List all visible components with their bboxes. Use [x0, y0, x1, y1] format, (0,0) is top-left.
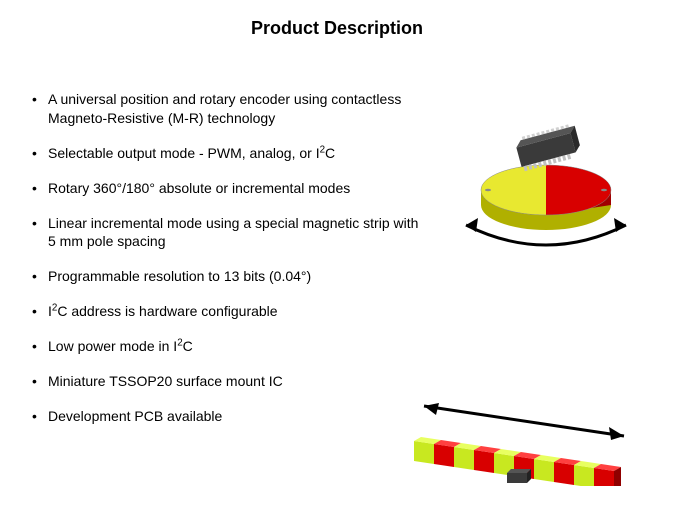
list-item: Programmable resolution to 13 bits (0.04… — [30, 267, 420, 286]
bullet-list: A universal position and rotary encoder … — [30, 90, 420, 426]
list-item: Linear incremental mode using a special … — [30, 214, 420, 252]
list-item: Low power mode in I2C — [30, 337, 420, 356]
rotary-encoder-illustration — [446, 110, 646, 260]
list-item: Miniature TSSOP20 surface mount IC — [30, 372, 420, 391]
page-title: Product Description — [0, 0, 674, 39]
list-item: Rotary 360°/180° absolute or incremental… — [30, 179, 420, 198]
linear-encoder-illustration — [399, 381, 644, 486]
bullet-list-container: A universal position and rotary encoder … — [30, 90, 420, 442]
list-item: Development PCB available — [30, 407, 420, 426]
list-item: I2C address is hardware configurable — [30, 302, 420, 321]
list-item: Selectable output mode - PWM, analog, or… — [30, 144, 420, 163]
list-item: A universal position and rotary encoder … — [30, 90, 420, 128]
